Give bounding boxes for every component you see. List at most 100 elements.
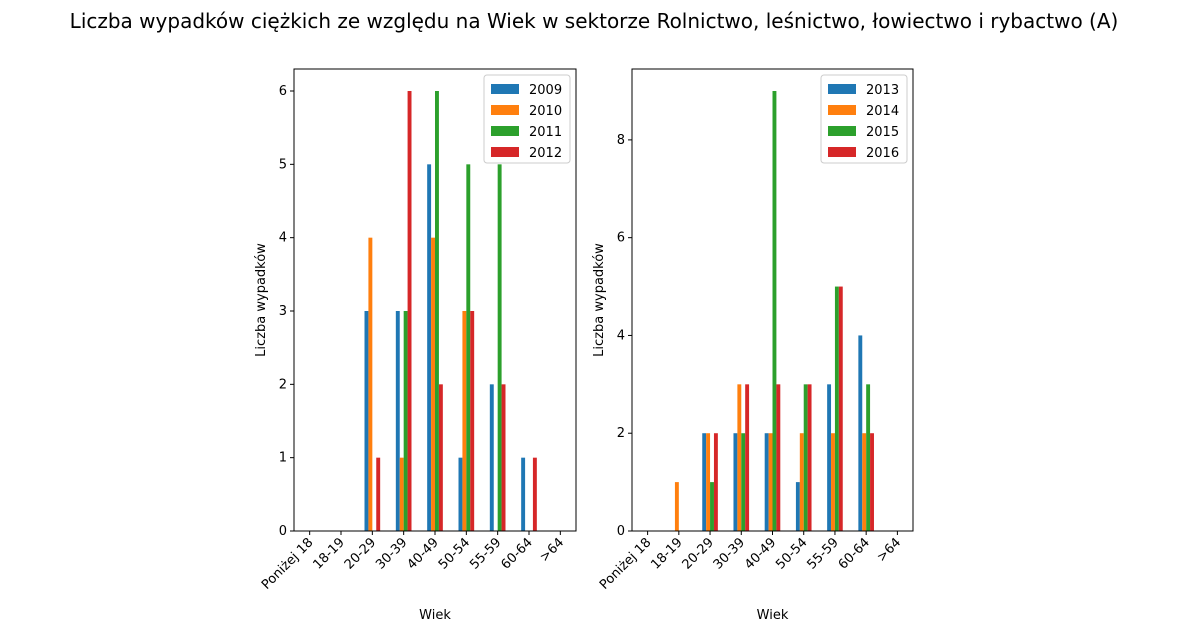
x-tick-label: 50-54 bbox=[773, 535, 810, 572]
y-tick-label: 3 bbox=[279, 304, 287, 319]
y-tick-label: 2 bbox=[617, 426, 625, 441]
bar-2014-40-49 bbox=[768, 433, 773, 531]
right-chart-panel: 0 2 4 6 8 Poniżej 1818-1920-2930-3940-4950-54… bbox=[592, 68, 914, 623]
bar-2009-50-54 bbox=[458, 457, 463, 531]
x-tick-label: 40-49 bbox=[742, 535, 779, 572]
bar-2013-60-64 bbox=[858, 335, 863, 531]
y-tick-label: 2 bbox=[279, 377, 287, 392]
left-chart-panel: 0 1 2 3 4 5 6 Poniżej 1818-1920-2930-3940-4950-… bbox=[254, 68, 577, 623]
bar-2009-60-64 bbox=[521, 457, 526, 531]
x-tick-label: 55-59 bbox=[804, 535, 841, 572]
y-axis-label: Liczba wypadków bbox=[254, 243, 269, 357]
legend-swatch bbox=[491, 84, 519, 94]
x-tick-label: 50-54 bbox=[436, 535, 473, 572]
bar-2016-50-54 bbox=[807, 384, 812, 531]
bar-2011-55-59 bbox=[497, 164, 502, 531]
bar-2015-40-49 bbox=[772, 91, 777, 531]
bar-2013-55-59 bbox=[827, 384, 832, 531]
x-tick-label: >64 bbox=[537, 535, 567, 565]
bar-2011-50-54 bbox=[466, 164, 471, 531]
legend-label: 2014 bbox=[866, 104, 899, 119]
y-tick-label: 4 bbox=[617, 328, 625, 343]
bar-2015-20-29 bbox=[710, 482, 714, 531]
bar-2012-60-64 bbox=[532, 457, 537, 531]
legend-label: 2012 bbox=[529, 146, 562, 161]
bar-2016-40-49 bbox=[776, 384, 781, 531]
x-tick-label: 18-19 bbox=[311, 535, 348, 572]
y-tick-label: 8 bbox=[617, 133, 625, 148]
bar-2014-20-29 bbox=[706, 433, 711, 531]
legend-swatch bbox=[828, 84, 856, 94]
bar-2010-50-54 bbox=[462, 311, 467, 531]
x-tick-label: 60-64 bbox=[499, 535, 536, 572]
legend-swatch bbox=[491, 126, 519, 136]
legend-label: 2015 bbox=[866, 125, 899, 140]
legend-box bbox=[483, 74, 571, 164]
bar-2012-55-59 bbox=[501, 384, 506, 531]
bar-2014-50-54 bbox=[799, 433, 804, 531]
bar-2014-60-64 bbox=[862, 433, 867, 531]
x-tick-label: 40-49 bbox=[405, 535, 442, 572]
bar-2015-55-59 bbox=[834, 286, 839, 531]
y-tick-label: 5 bbox=[279, 157, 287, 172]
bar-2010-20-29 bbox=[368, 237, 373, 532]
x-axis-label: Wiek bbox=[419, 608, 451, 623]
legend-label: 2009 bbox=[529, 83, 562, 98]
legend-label: 2016 bbox=[866, 146, 899, 161]
bar-2012-40-49 bbox=[438, 384, 443, 531]
bar-2012-30-39 bbox=[407, 91, 412, 531]
bar-2009-40-49 bbox=[427, 164, 432, 531]
legend-label: 2013 bbox=[866, 83, 899, 98]
y-axis-label: Liczba wypadków bbox=[592, 243, 607, 357]
bar-2015-60-64 bbox=[866, 384, 871, 531]
x-axis-label: Wiek bbox=[757, 608, 789, 623]
legend: 2013 2014 2015 2016 bbox=[820, 74, 908, 164]
x-tick-label: 55-59 bbox=[467, 535, 504, 572]
x-tick-label: 60-64 bbox=[836, 535, 873, 572]
bar-2014-55-59 bbox=[831, 433, 835, 531]
x-tick-label: >64 bbox=[874, 535, 904, 565]
legend-swatch bbox=[828, 147, 856, 157]
y-tick-label: 6 bbox=[617, 231, 625, 246]
y-tick-label: 0 bbox=[279, 524, 287, 539]
x-tick-label: 20-29 bbox=[342, 535, 379, 572]
bar-2010-30-39 bbox=[399, 457, 404, 531]
legend-box bbox=[820, 74, 908, 164]
bar-2015-30-39 bbox=[741, 433, 746, 531]
legend-label: 2010 bbox=[529, 104, 562, 119]
bar-2013-40-49 bbox=[764, 433, 769, 531]
y-tick-label: 1 bbox=[279, 451, 287, 466]
y-tick-label: 6 bbox=[279, 84, 287, 99]
legend: 2009 2010 2011 2012 bbox=[483, 74, 571, 164]
bar-2013-30-39 bbox=[733, 433, 738, 531]
x-tick-label: 20-29 bbox=[680, 535, 717, 572]
bar-2011-30-39 bbox=[403, 311, 408, 531]
legend-swatch bbox=[491, 147, 519, 157]
x-tick-label: 30-39 bbox=[373, 535, 410, 572]
x-tick-label: Poniżej 18 bbox=[597, 535, 654, 592]
x-tick-label: Poniżej 18 bbox=[259, 535, 316, 592]
bar-2013-50-54 bbox=[795, 482, 800, 531]
bar-2009-30-39 bbox=[395, 311, 400, 531]
legend-swatch bbox=[828, 126, 856, 136]
bar-2016-20-29 bbox=[713, 433, 718, 531]
bar-2009-20-29 bbox=[364, 311, 369, 531]
legend-label: 2011 bbox=[529, 125, 562, 140]
bar-2012-50-54 bbox=[470, 311, 475, 531]
bar-2016-55-59 bbox=[838, 286, 843, 531]
y-tick-label: 0 bbox=[617, 524, 625, 539]
bar-2010-40-49 bbox=[431, 237, 435, 532]
figure-title: Liczba wypadków ciężkich ze względu na W… bbox=[69, 9, 1119, 33]
bar-2011-40-49 bbox=[435, 91, 439, 531]
bar-2016-60-64 bbox=[870, 433, 874, 531]
x-tick-label: 30-39 bbox=[711, 535, 748, 572]
x-tick-label: 18-19 bbox=[648, 535, 685, 572]
legend-swatch bbox=[491, 105, 519, 115]
legend-swatch bbox=[828, 105, 856, 115]
bar-2014-18-19 bbox=[674, 482, 679, 531]
bar-2015-50-54 bbox=[803, 384, 808, 531]
bar-2016-30-39 bbox=[745, 384, 750, 531]
bar-2013-20-29 bbox=[702, 433, 707, 531]
bar-2012-20-29 bbox=[376, 457, 381, 531]
